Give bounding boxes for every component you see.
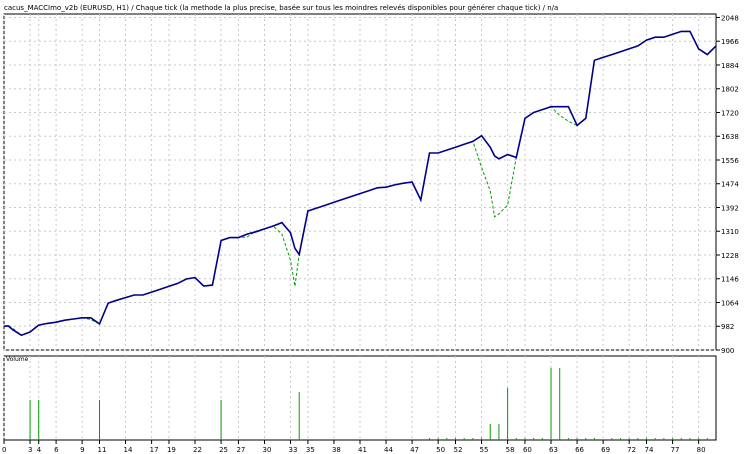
x-tick-label: 17: [150, 446, 159, 454]
x-tick-label: 80: [697, 446, 706, 454]
x-tick-label: 30: [262, 446, 271, 454]
x-tick-label: 25: [219, 446, 228, 454]
x-tick-label: 44: [384, 446, 393, 454]
x-tick-label: 19: [167, 446, 176, 454]
y-tick-label: 900: [721, 347, 734, 355]
x-tick-label: 47: [410, 446, 419, 454]
y-tick-label: 1310: [721, 228, 739, 236]
x-tick-label: 11: [98, 446, 107, 454]
x-tick-label: 72: [627, 446, 636, 454]
y-tick-label: 1474: [721, 181, 739, 189]
x-tick-label: 0: [2, 446, 6, 454]
y-tick-label: 1638: [721, 133, 739, 141]
chart-header: cacus_MACCImo_v2b (EURUSD, H1) / Chaque …: [4, 4, 559, 12]
x-tick-label: 74: [645, 446, 654, 454]
x-tick-label: 69: [601, 446, 610, 454]
x-tick-label: 50: [436, 446, 445, 454]
y-tick-label: 1884: [721, 62, 739, 70]
y-tick-label: 1720: [721, 109, 739, 117]
x-tick-label: 33: [289, 446, 298, 454]
y-tick-label: 1392: [721, 204, 739, 212]
x-tick-label: 52: [454, 446, 463, 454]
x-tick-label: 41: [358, 446, 367, 454]
x-tick-label: 4: [37, 446, 42, 454]
x-tick-label: 22: [193, 446, 202, 454]
x-tick-label: 63: [549, 446, 558, 454]
y-tick-label: 1966: [721, 38, 739, 46]
x-tick-label: 27: [236, 446, 245, 454]
x-tick-label: 14: [124, 446, 133, 454]
y-tick-label: 2048: [721, 14, 739, 22]
x-tick-label: 6: [54, 446, 59, 454]
x-tick-label: 3: [28, 446, 32, 454]
x-tick-label: 66: [575, 446, 584, 454]
x-tick-label: 38: [332, 446, 341, 454]
y-tick-label: 1146: [721, 276, 739, 284]
volume-label: Volume: [6, 356, 29, 363]
x-tick-label: 60: [523, 446, 532, 454]
y-tick-label: 982: [721, 323, 734, 331]
x-tick-label: 55: [480, 446, 489, 454]
y-tick-label: 1228: [721, 252, 739, 260]
x-tick-label: 77: [671, 446, 680, 454]
y-tick-label: 1556: [721, 157, 739, 165]
y-tick-label: 1064: [721, 299, 739, 307]
series-line-balance: [3, 30, 717, 337]
x-tick-label: 9: [80, 446, 84, 454]
y-tick-label: 1802: [721, 86, 739, 94]
x-tick-label: 58: [506, 446, 515, 454]
x-tick-label: 35: [306, 446, 315, 454]
